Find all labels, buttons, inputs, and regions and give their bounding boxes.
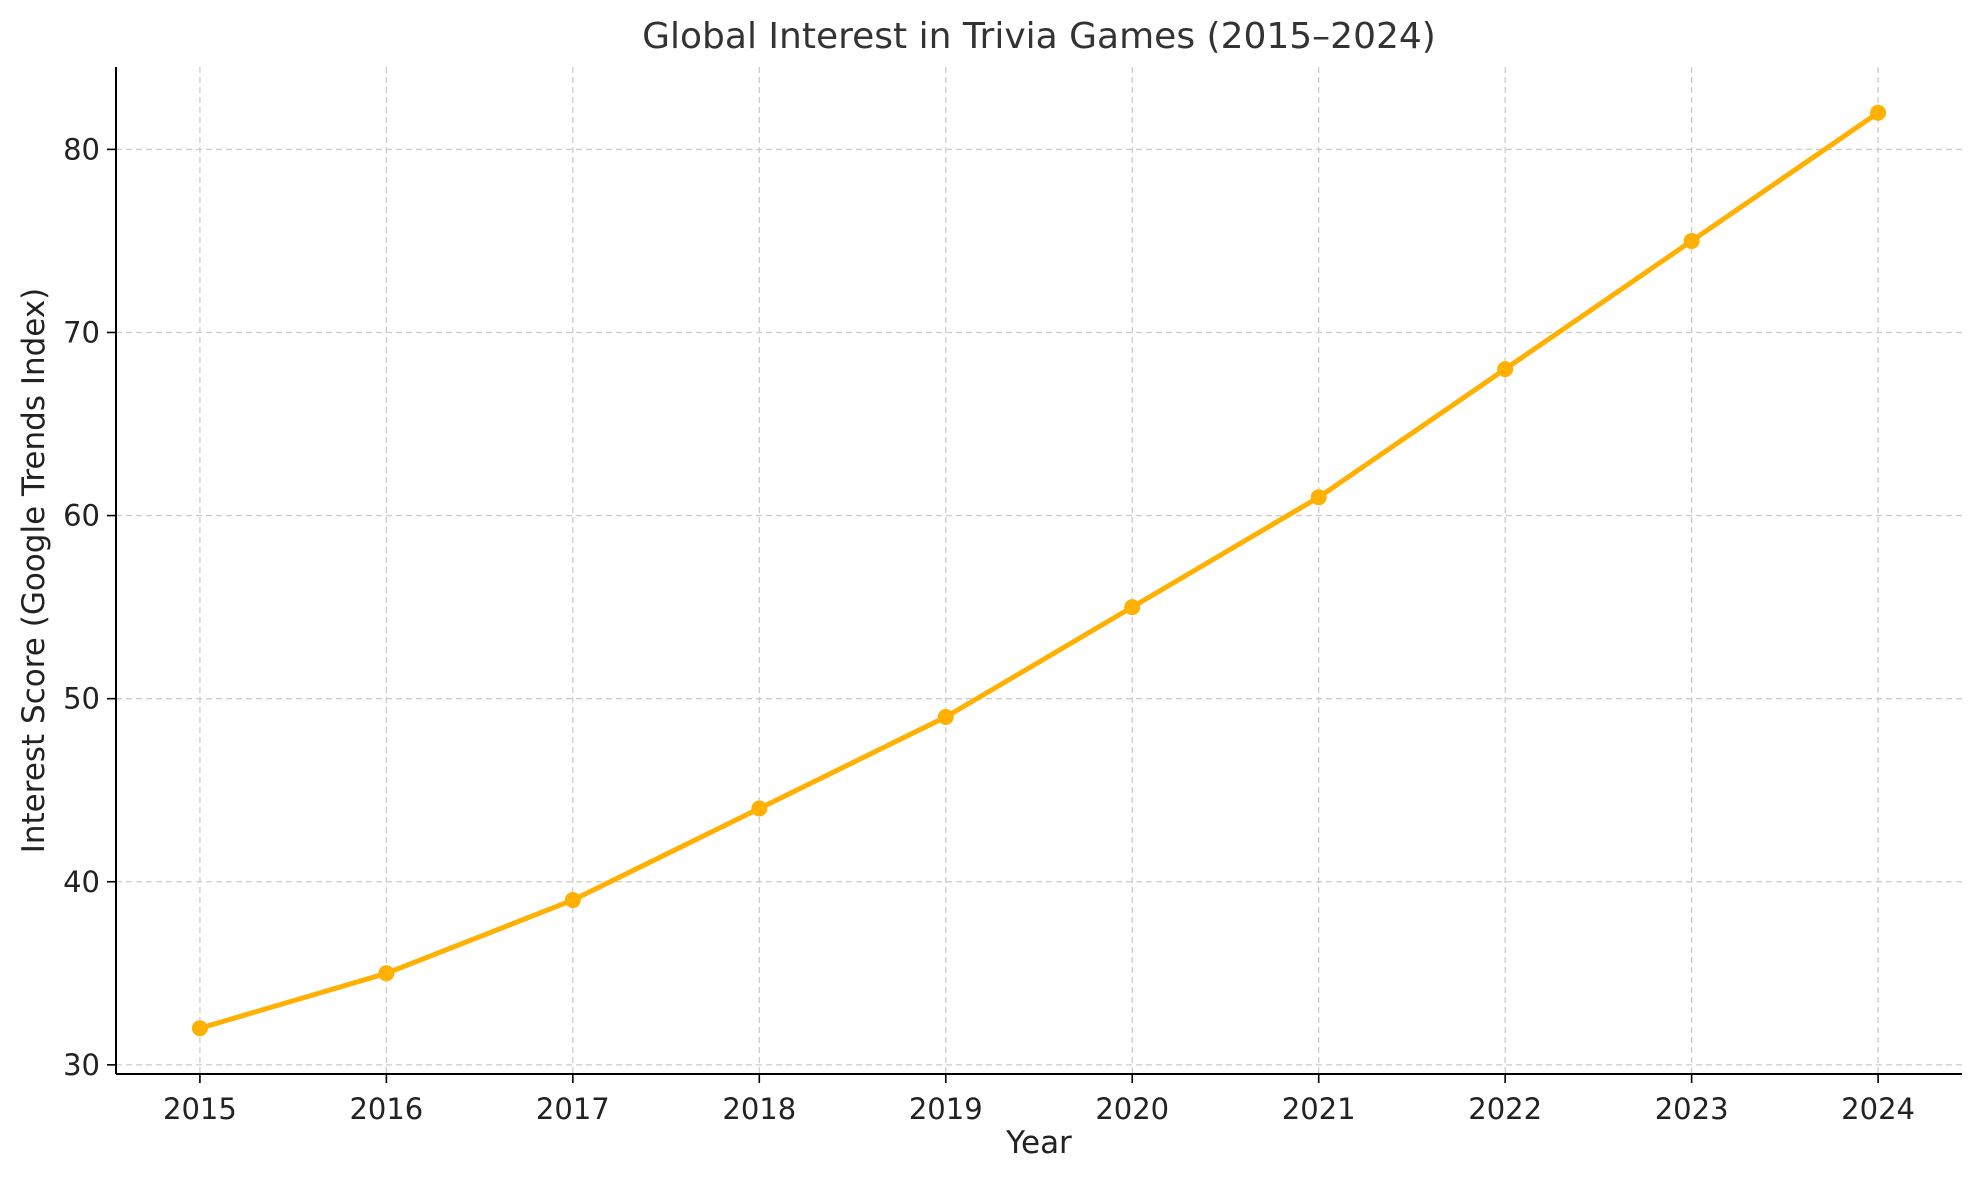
x-tick-label-2023: 2023 [1655, 1092, 1729, 1126]
data-point-2016 [378, 965, 395, 982]
x-tick-label-2020: 2020 [1095, 1092, 1169, 1126]
data-point-2023 [1683, 232, 1700, 249]
data-point-2020 [1124, 599, 1141, 616]
x-tick-label-2015: 2015 [163, 1092, 237, 1126]
y-tick-label-30: 30 [63, 1048, 100, 1082]
data-point-2018 [751, 800, 768, 817]
y-tick-label-50: 50 [63, 682, 100, 716]
y-tick-label-60: 60 [63, 499, 100, 533]
data-point-2017 [564, 892, 581, 909]
x-axis-label: Year [1005, 1125, 1072, 1161]
x-tick-label-2017: 2017 [536, 1092, 610, 1126]
data-point-2015 [191, 1020, 208, 1037]
tick-labels: 2015 2016 2017 2018 2019 2020 2021 2022 2023 2024… [63, 132, 1915, 1126]
data-point-2022 [1497, 361, 1514, 378]
data-point-2021 [1310, 489, 1327, 506]
x-tick-label-2016: 2016 [349, 1092, 423, 1126]
x-tick-label-2024: 2024 [1841, 1092, 1915, 1126]
chart-title: Global Interest in Trivia Games (2015–20… [642, 16, 1436, 57]
x-tick-label-2021: 2021 [1282, 1092, 1356, 1126]
grid [116, 67, 1962, 1074]
x-tick-label-2019: 2019 [909, 1092, 983, 1126]
x-tick-label-2018: 2018 [722, 1092, 796, 1126]
data-point-2024 [1870, 104, 1887, 121]
y-tick-label-80: 80 [63, 132, 100, 166]
x-tick-label-2022: 2022 [1468, 1092, 1542, 1126]
axes [107, 67, 1962, 1083]
series-layer [191, 104, 1887, 1037]
data-point-2019 [937, 708, 954, 725]
y-tick-label-70: 70 [63, 315, 100, 349]
y-tick-label-40: 40 [63, 865, 100, 899]
series-line-0 [197, 110, 1881, 1031]
y-axis-label: Interest Score (Google Trends Index) [16, 288, 52, 854]
